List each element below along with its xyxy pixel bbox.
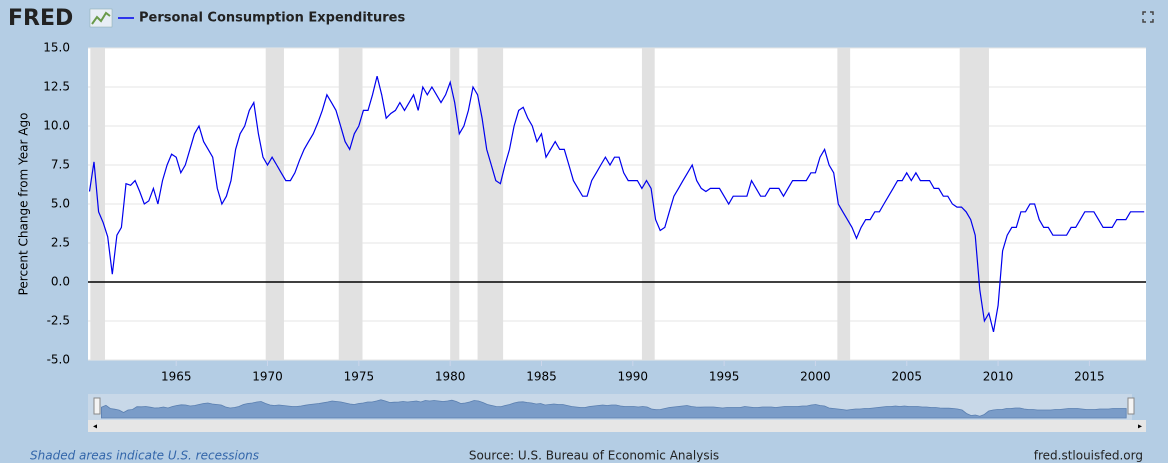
x-tick-label: 1975 — [344, 370, 375, 384]
x-tick-label: 1985 — [526, 370, 557, 384]
legend-label: Personal Consumption Expenditures — [139, 11, 405, 26]
scroll-right[interactable]: ▸ — [1138, 422, 1142, 431]
brand-icon — [89, 8, 113, 28]
x-tick-label: 2005 — [891, 370, 922, 384]
recession-band — [477, 48, 504, 360]
y-tick-label: 2.5 — [51, 236, 70, 250]
y-tick-label: 0.0 — [51, 275, 70, 289]
y-tick-label: 7.5 — [51, 158, 70, 172]
scroll-left[interactable]: ◂ — [93, 422, 97, 431]
recession-band — [338, 48, 363, 360]
site: fred.stlouisfed.org — [1034, 449, 1143, 463]
y-tick-label: -2.5 — [47, 314, 70, 328]
source: Source: U.S. Bureau of Economic Analysis — [469, 449, 719, 463]
x-tick-label: 1980 — [435, 370, 466, 384]
footer-note: Shaded areas indicate U.S. recessions — [30, 449, 259, 463]
scrollbar[interactable] — [88, 420, 1146, 432]
navigator-handle[interactable] — [1127, 397, 1135, 415]
recession-band — [450, 48, 460, 360]
x-tick-label: 1970 — [252, 370, 283, 384]
x-tick-label: 2010 — [983, 370, 1014, 384]
x-tick-label: 1990 — [618, 370, 649, 384]
fullscreen-button[interactable] — [1142, 11, 1154, 23]
y-tick-label: 10.0 — [43, 119, 70, 133]
y-tick-label: 5.0 — [51, 197, 70, 211]
x-tick-label: 2000 — [800, 370, 831, 384]
y-tick-label: 15.0 — [43, 41, 70, 55]
recession-band — [959, 48, 989, 360]
y-tick-label: 12.5 — [43, 80, 70, 94]
series-line — [88, 75, 1145, 333]
x-tick-label: 1965 — [161, 370, 192, 384]
recession-band — [837, 48, 851, 360]
x-tick-label: 1995 — [709, 370, 740, 384]
brand: FRED — [8, 6, 73, 31]
y-axis-label: Percent Change from Year Ago — [17, 113, 31, 296]
x-tick-label: 2015 — [1074, 370, 1105, 384]
navigator-series — [101, 399, 1127, 419]
y-tick-label: -5.0 — [47, 353, 70, 367]
recession-band — [265, 48, 284, 360]
navigator-handle[interactable] — [93, 397, 101, 415]
